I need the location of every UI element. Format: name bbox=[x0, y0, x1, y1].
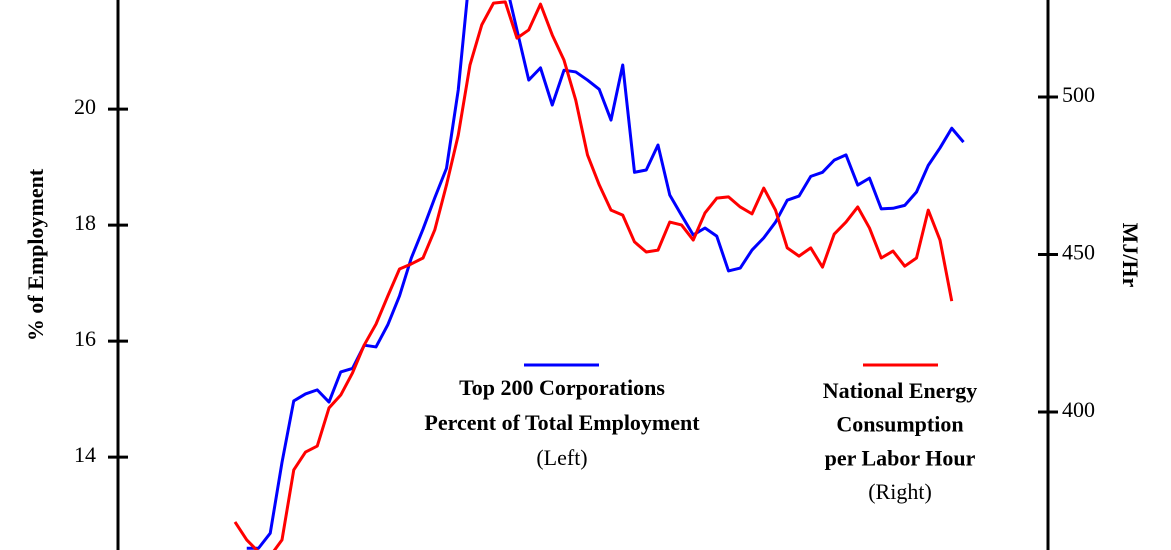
legend-label: Consumption bbox=[836, 412, 963, 437]
y2-tick-label: 400 bbox=[1062, 397, 1095, 422]
legend-label: (Right) bbox=[868, 479, 932, 504]
y2-tick-label: 450 bbox=[1062, 240, 1095, 265]
y-axis-label: % of Employment bbox=[23, 168, 48, 341]
y2-tick-label: 500 bbox=[1062, 82, 1095, 107]
y-tick-label: 22 bbox=[74, 0, 96, 3]
legend-label: per Labor Hour bbox=[825, 445, 976, 470]
y-tick-label: 18 bbox=[74, 210, 96, 235]
y-tick-label: 14 bbox=[74, 442, 96, 467]
y2-axis-label: MJ/Hr bbox=[1118, 223, 1143, 288]
series-line bbox=[233, 0, 954, 550]
legend-label: National Energy bbox=[823, 378, 978, 403]
legend-label: Percent of Total Employment bbox=[424, 410, 700, 435]
legend-label: (Left) bbox=[536, 445, 587, 470]
y-tick-label: 20 bbox=[74, 94, 96, 119]
y-tick-label: 16 bbox=[74, 326, 96, 351]
legend-label: Top 200 Corporations bbox=[459, 375, 665, 400]
series-line bbox=[246, 0, 965, 550]
